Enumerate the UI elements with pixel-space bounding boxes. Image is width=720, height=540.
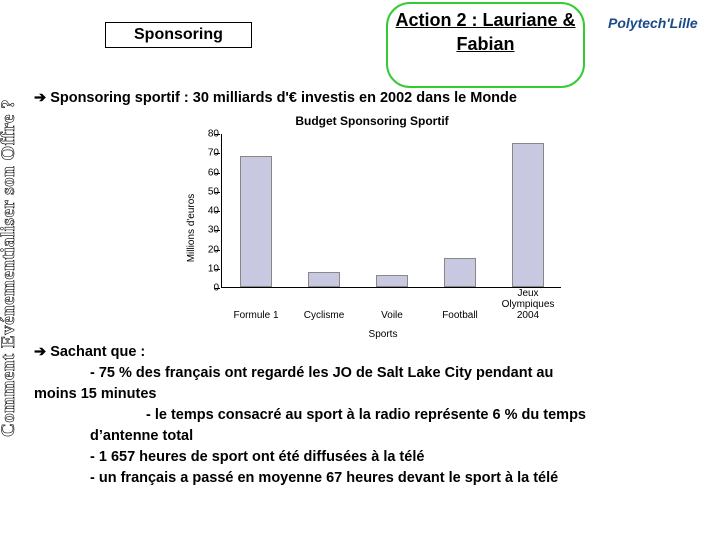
- chart-bar: [376, 275, 408, 287]
- bottom-line: - le temps consacré au sport à la radio …: [34, 405, 710, 447]
- x-tick-label: Jeux Olympiques 2004: [500, 288, 556, 321]
- vertical-title: Comment Evénementialiser son Offre ?: [0, 14, 20, 522]
- arrow-icon: ➔: [34, 90, 46, 106]
- y-tick-mark: [215, 211, 220, 212]
- x-tick-label: Football: [432, 310, 488, 321]
- main-bullet: ➔ Sponsoring sportif : 30 milliards d'€ …: [34, 90, 710, 106]
- y-tick-mark: [215, 288, 220, 289]
- bottom-lines: - 75 % des français ont regardé les JO d…: [34, 363, 710, 489]
- chart-bar: [308, 272, 340, 287]
- bottom-line: - un français a passé en moyenne 67 heur…: [34, 468, 710, 489]
- y-tick-mark: [215, 192, 220, 193]
- y-tick-mark: [215, 250, 220, 251]
- chart-bar: [444, 258, 476, 287]
- bottom-line: - 1 657 heures de sport ont été diffusée…: [34, 447, 710, 468]
- arrow-icon: ➔: [34, 344, 46, 360]
- x-tick-label: Cyclisme: [296, 310, 352, 321]
- y-axis-label: Millions d'euros: [186, 194, 197, 263]
- action-title: Action 2 : Lauriane & Fabian: [388, 8, 583, 57]
- y-tick-mark: [215, 153, 220, 154]
- x-tick-label: Formule 1: [228, 310, 284, 321]
- x-axis-label: Sports: [369, 329, 398, 340]
- chart-bar: [512, 143, 544, 287]
- bottom-heading-line: ➔ Sachant que :: [34, 342, 710, 363]
- x-tick-label: Voile: [364, 310, 420, 321]
- y-tick-mark: [215, 269, 220, 270]
- chart: Budget Sponsoring Sportif Millions d'eur…: [167, 114, 577, 322]
- y-tick-mark: [215, 230, 220, 231]
- y-tick-mark: [215, 173, 220, 174]
- polytech-logo: Polytech'Lille: [608, 10, 708, 40]
- bottom-heading: Sachant que :: [50, 344, 145, 360]
- action-box: Action 2 : Lauriane & Fabian: [388, 4, 583, 86]
- chart-bar: [240, 156, 272, 287]
- main-bullet-text: Sponsoring sportif : 30 milliards d'€ in…: [50, 90, 517, 106]
- content: ➔ Sponsoring sportif : 30 milliards d'€ …: [34, 90, 710, 489]
- chart-plot: Formule 1CyclismeVoileFootballJeux Olymp…: [221, 134, 561, 288]
- chart-area: Millions d'euros Formule 1CyclismeVoileF…: [199, 134, 567, 322]
- chart-title: Budget Sponsoring Sportif: [167, 114, 577, 128]
- bottom-line: - 75 % des français ont regardé les JO d…: [34, 363, 654, 405]
- bottom-text: ➔ Sachant que : - 75 % des français ont …: [34, 342, 710, 489]
- y-tick-mark: [215, 134, 220, 135]
- logo-text: Polytech'Lille: [608, 15, 698, 31]
- header: Sponsoring Action 2 : Lauriane & Fabian …: [0, 0, 720, 90]
- sponsoring-box: Sponsoring: [105, 22, 252, 48]
